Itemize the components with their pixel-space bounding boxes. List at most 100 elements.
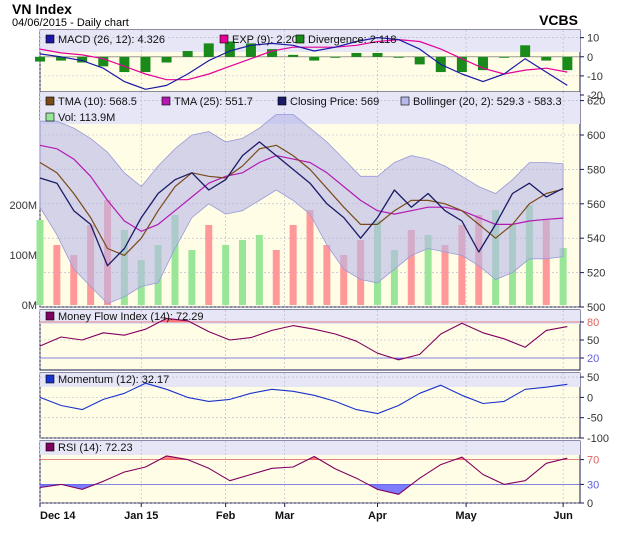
y-tick-label: 50	[587, 335, 599, 347]
macd-divergence-bar	[288, 54, 299, 57]
x-tick-label: Feb	[216, 510, 236, 522]
y-tick-label: 620	[587, 96, 605, 108]
y-tick-label: 20	[587, 353, 599, 365]
macd-divergence-bar	[98, 56, 109, 67]
momentum-legend-band	[40, 373, 580, 387]
volume-bar	[36, 220, 44, 305]
volume-tick-label: 100M	[9, 250, 37, 262]
y-tick-label: 50	[587, 372, 599, 384]
y-tick-label: 10	[587, 33, 599, 45]
legend-swatch	[219, 34, 229, 44]
macd-divergence-bar	[477, 56, 488, 71]
x-tick-label: Jan 15	[124, 510, 158, 522]
macd-divergence-bar	[330, 56, 341, 58]
legend-label: Money Flow Index (14): 72.29	[58, 311, 204, 323]
macd-divergence-bar	[140, 56, 151, 73]
macd-divergence-bar	[456, 56, 467, 73]
legend-label: Closing Price: 569	[290, 96, 379, 108]
volume-bar	[390, 250, 398, 305]
volume-bar	[559, 248, 567, 305]
y-tick-label: -20	[587, 90, 603, 102]
y-tick-label: 540	[587, 233, 605, 245]
volume-bar	[255, 235, 263, 305]
legend-label: TMA (25): 551.7	[174, 96, 253, 108]
y-tick-label: -50	[587, 413, 603, 425]
legend-label: Vol: 113.9M	[58, 112, 115, 124]
macd-divergence-bar	[203, 43, 214, 57]
chart-subtitle: 04/06/2015 - Daily chart	[12, 17, 129, 29]
volume-bar	[424, 235, 432, 305]
volume-bar	[222, 245, 230, 305]
legend-swatch	[45, 112, 55, 122]
macd-signal-line	[39, 39, 568, 81]
mfi-line	[39, 317, 568, 361]
volume-bar	[289, 225, 297, 305]
macd-divergence-bar	[520, 45, 531, 57]
rsi-line	[39, 455, 568, 495]
volume-bar	[70, 255, 78, 305]
volume-tick-label: 200M	[9, 200, 37, 212]
mfi-overbought-fill	[159, 318, 190, 322]
price-legend-band	[40, 92, 580, 124]
volume-bar	[53, 245, 61, 305]
macd-divergence-bar	[541, 56, 552, 61]
legend-swatch	[45, 34, 55, 44]
macd-divergence-bar	[119, 56, 130, 73]
legend-swatch	[45, 96, 55, 106]
macd-divergence-bar	[56, 56, 67, 61]
volume-bar	[323, 245, 331, 305]
legend-label: EXP (9): 2.208	[232, 34, 304, 46]
rsi-oversold-fill	[368, 484, 412, 495]
legend-swatch	[277, 96, 287, 106]
bollinger-band	[39, 114, 564, 305]
tma25-line	[39, 144, 564, 232]
volume-bar	[171, 215, 179, 305]
y-tick-label: 0	[587, 52, 593, 64]
volume-bar	[306, 210, 314, 305]
macd-divergence-bar	[562, 56, 573, 71]
y-tick-label: 500	[587, 302, 605, 314]
momentum-line	[39, 382, 568, 415]
volume-bar	[407, 230, 415, 305]
y-tick-label: -10	[587, 71, 603, 83]
legend-label: RSI (14): 72.23	[58, 442, 133, 454]
volume-bar	[542, 220, 550, 305]
volume-bar	[340, 255, 348, 305]
rsi-oversold-fill	[40, 484, 96, 490]
legend-label: Bollinger (20, 2): 529.3 - 583.3	[413, 96, 562, 108]
legend-swatch	[400, 96, 410, 106]
macd-divergence-bar	[499, 56, 510, 58]
y-tick-label: 0	[587, 498, 593, 510]
macd-divergence-bar	[372, 52, 383, 57]
legend-swatch	[45, 311, 55, 321]
legend-swatch	[295, 34, 305, 44]
y-tick-label: 0	[587, 392, 593, 404]
y-tick-label: 80	[587, 317, 599, 329]
macd-divergence-bar	[309, 56, 320, 61]
macd-divergence-bar	[182, 51, 193, 57]
legend-label: MACD (26, 12): 4.326	[58, 34, 165, 46]
y-tick-label: 600	[587, 130, 605, 142]
x-tick-label: Dec 14	[40, 510, 76, 522]
y-tick-label: 30	[587, 479, 599, 491]
macd-divergence-bar	[77, 56, 88, 63]
x-tick-label: May	[455, 510, 477, 522]
volume-bar	[441, 245, 449, 305]
macd-divergence-bar	[161, 56, 172, 63]
volume-bar	[205, 225, 213, 305]
legend-label: Divergence: 2.118	[308, 34, 396, 46]
chart-title: VN Index	[12, 1, 72, 17]
y-tick-label: -100	[587, 433, 609, 445]
y-tick-label: 560	[587, 199, 605, 211]
macd-line	[39, 37, 568, 90]
x-tick-label: Mar	[275, 510, 295, 522]
x-tick-label: Apr	[368, 510, 388, 522]
rsi-legend-band	[40, 441, 580, 455]
rsi-overbought-fill	[308, 456, 320, 460]
legend-label: Momentum (12): 32.17	[58, 374, 169, 386]
macd-divergence-bar	[245, 43, 256, 57]
macd-legend-band	[40, 30, 580, 52]
y-tick-label: 580	[587, 164, 605, 176]
